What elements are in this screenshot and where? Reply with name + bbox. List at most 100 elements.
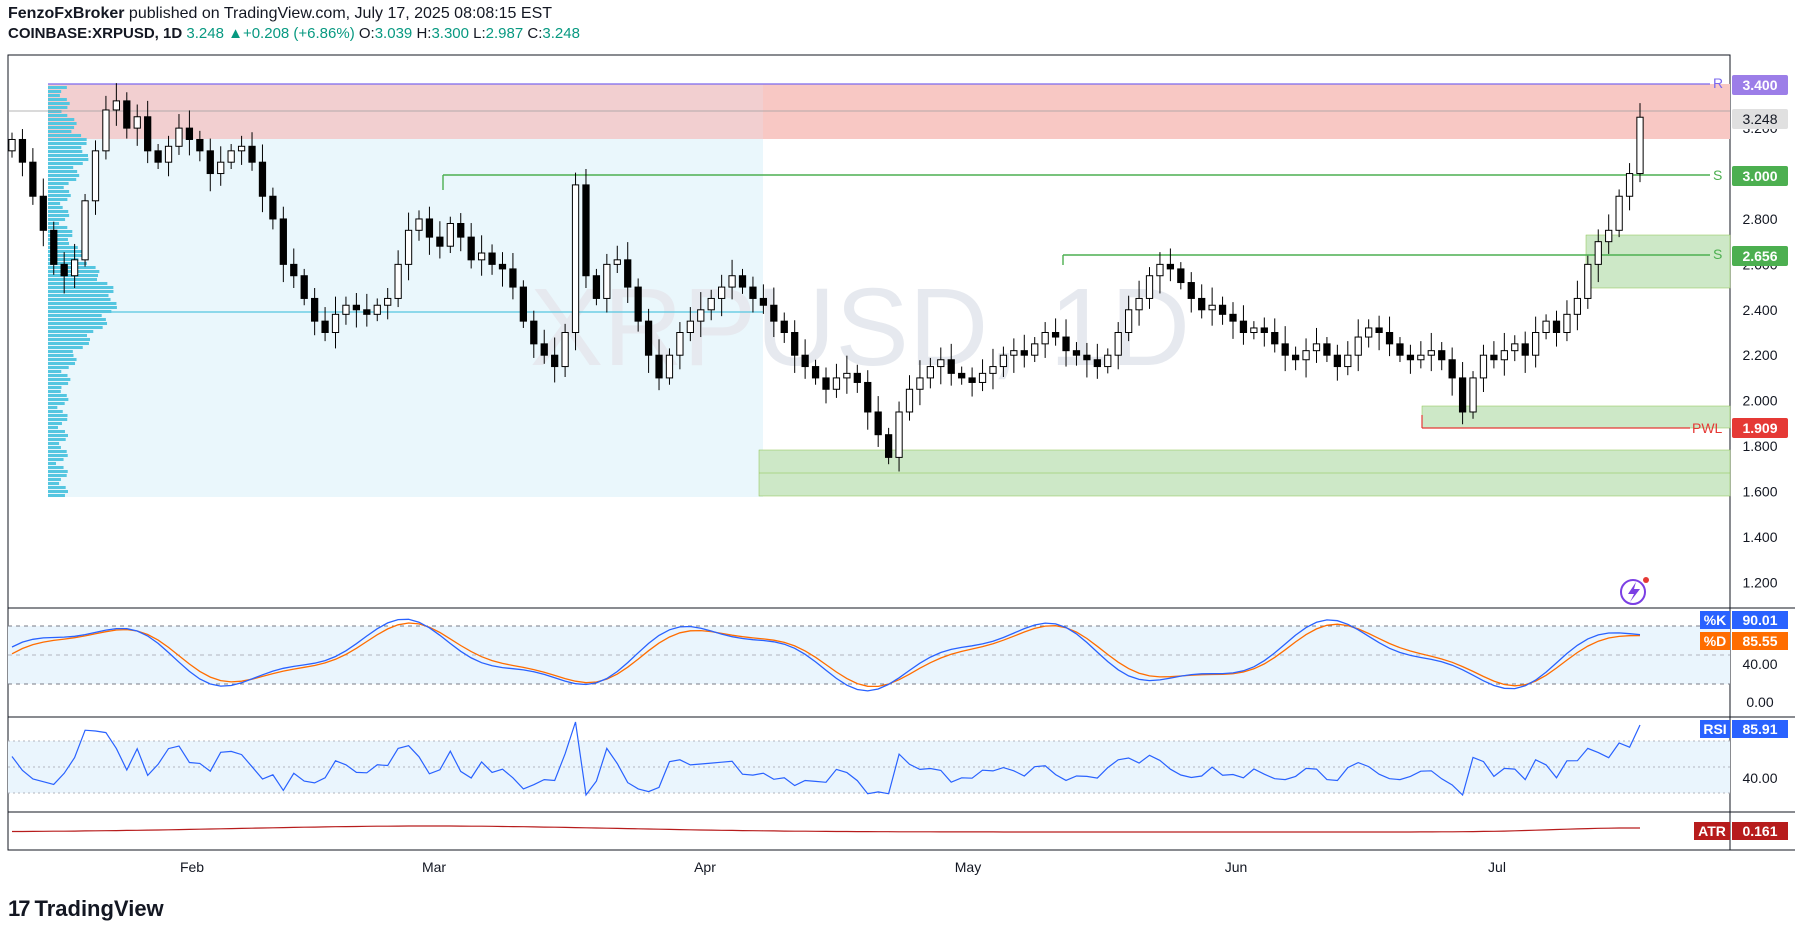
price-change: +0.208 (+6.86%) [242, 25, 355, 42]
candle [1218, 296, 1227, 325]
high-label: H: [416, 25, 432, 42]
candle [185, 110, 194, 156]
candle [39, 178, 47, 247]
candle [968, 367, 976, 397]
price-tick-5: 2.000 [1742, 393, 1777, 409]
candle [1156, 252, 1164, 294]
publisher-name[interactable]: FenzoFxBroker [8, 5, 125, 22]
candle [1010, 338, 1018, 373]
profile-bar [48, 334, 88, 337]
up-triangle-icon: ▲ [228, 25, 243, 42]
candle [1104, 348, 1112, 374]
candle [363, 293, 371, 327]
atr-label-badge [1694, 822, 1730, 840]
candle [112, 83, 120, 126]
candle [1302, 338, 1310, 378]
badge-2656-text: 2.656 [1742, 248, 1777, 264]
profile-bar [48, 114, 68, 117]
candle [1344, 341, 1352, 376]
atr-value: 0.161 [1742, 823, 1777, 839]
candle [1469, 371, 1477, 419]
candle [676, 322, 684, 370]
stoch-k-value: 90.01 [1742, 612, 1777, 628]
candle [697, 292, 705, 338]
candle [1281, 326, 1289, 372]
candle [759, 284, 768, 314]
candle [1542, 314, 1550, 340]
badge-1909 [1732, 418, 1788, 438]
candle [8, 132, 16, 158]
candle [237, 135, 246, 165]
candle [144, 100, 152, 164]
rsi-line [11, 721, 1641, 797]
candle [1114, 322, 1122, 370]
profile-bar [48, 246, 78, 249]
profile-bar [48, 98, 67, 101]
candle [571, 172, 580, 351]
sparkle-icon[interactable] [1620, 577, 1649, 605]
profile-bar [48, 122, 77, 125]
profile-bar [48, 110, 62, 113]
candle [227, 144, 235, 169]
candle [269, 187, 277, 230]
profile-bar [48, 94, 60, 97]
profile-bar [48, 154, 89, 157]
atr-label: ATR [1698, 823, 1726, 839]
candle [947, 343, 955, 386]
profile-bar [48, 354, 74, 357]
close-label: C: [527, 25, 543, 42]
candle [133, 104, 141, 146]
candle [164, 135, 173, 177]
candle [1260, 317, 1268, 347]
atr-line [12, 825, 1640, 833]
stoch-d-label: %D [1704, 633, 1727, 649]
profile-bar [48, 178, 77, 181]
candle [603, 253, 611, 313]
profile-bar [48, 482, 60, 485]
stoch-k-value-badge [1732, 611, 1788, 629]
profile-bar [48, 462, 57, 465]
profile-bar [48, 326, 103, 329]
candle [446, 216, 454, 254]
candle [1417, 341, 1425, 369]
candle [926, 357, 934, 389]
time-tick-apr: Apr [694, 859, 716, 875]
profile-bar [48, 398, 69, 401]
time-tick-jul: Jul [1488, 859, 1506, 875]
candle [822, 367, 830, 404]
profile-bar [48, 378, 71, 381]
symbol-name[interactable]: COINBASE:XRPUSD, 1D [8, 25, 183, 42]
candle [196, 130, 204, 162]
candle [1135, 280, 1143, 326]
candle [457, 213, 465, 252]
candle [373, 298, 381, 322]
candle [655, 339, 663, 391]
profile-bar [48, 278, 97, 281]
candle [1375, 315, 1383, 351]
price-tick-6: 1.800 [1742, 438, 1777, 454]
profile-bar [48, 406, 58, 409]
rsi-tick-40: 40.00 [1742, 770, 1777, 786]
tradingview-brand[interactable]: TradingView [34, 896, 164, 921]
candle [1312, 327, 1321, 363]
profile-bar [48, 338, 90, 341]
candle [1448, 347, 1456, 396]
profile-bar [48, 186, 64, 189]
profile-bar [48, 458, 64, 461]
badge-3400-text: 3.400 [1742, 77, 1777, 93]
profile-bar [48, 362, 76, 365]
profile-bar [48, 226, 68, 229]
profile-bar [48, 182, 69, 185]
last-price: 3.248 [186, 25, 224, 42]
profile-bar [48, 250, 83, 253]
candle [853, 364, 861, 393]
profile-bar [48, 306, 117, 309]
badge-1909-text: 1.909 [1742, 420, 1777, 436]
profile-bar [48, 102, 70, 105]
open-label: O: [358, 25, 375, 42]
profile-bar [48, 346, 83, 349]
candle [634, 278, 642, 332]
candle [1563, 300, 1571, 342]
profile-bar [48, 162, 83, 165]
